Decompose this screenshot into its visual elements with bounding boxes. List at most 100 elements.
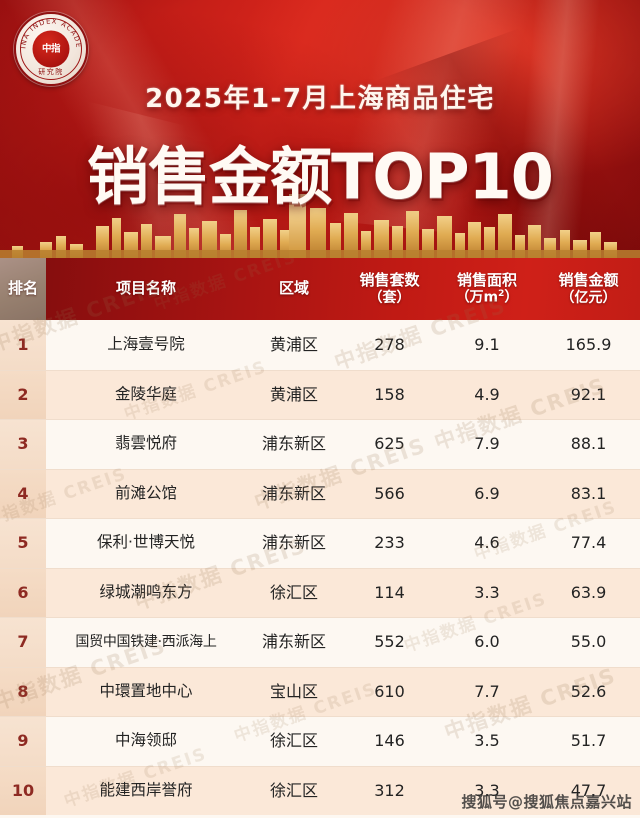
column-header-area-label: 销售面积 [456,270,517,289]
cell-rank: 4 [0,469,46,518]
cell-area: 6.0 [474,632,500,652]
cell-district: 黄浦区 [269,384,318,404]
column-header-units-label: 销售套数 [359,270,420,289]
cell-amount: 92.1 [570,384,607,404]
cell-project: 金陵华庭 [114,384,177,403]
area-unit-prefix: （万m [455,289,499,306]
cell-project: 上海壹号院 [107,334,185,353]
table-row: 1 上海壹号院 黄浦区 278 9.1 165.9 [0,320,640,370]
column-header-units-unit: （套） [368,289,411,306]
cell-units: 146 [374,731,405,751]
hero-banner: CHINA INDEX ACADEMY 中指 研究院 2025年1-7月上海商品… [0,0,640,258]
cell-rank: 10 [0,766,46,815]
cell-units: 566 [374,483,405,503]
cell-district: 徐汇区 [269,731,318,751]
table-row: 3 翡雲悦府 浦东新区 625 7.9 88.1 [0,419,640,469]
cell-units: 610 [374,681,405,701]
cell-units: 625 [374,434,405,454]
column-header-area-unit: （万m2） [456,289,519,306]
cell-project: 中海领邸 [114,731,177,750]
cell-district: 徐汇区 [269,780,318,800]
china-index-academy-logo: CHINA INDEX ACADEMY 中指 研究院 [14,12,88,86]
cell-area: 3.3 [474,582,500,602]
table-row: 6 绿城潮鸣东方 徐汇区 114 3.3 63.9 [0,567,640,617]
cell-rank: 2 [0,370,46,419]
cell-amount: 52.6 [570,681,607,701]
cell-area: 3.3 [474,780,500,800]
cell-amount: 51.7 [570,731,607,751]
table-row: 10 能建西岸誉府 徐汇区 312 3.3 47.7 [0,765,640,815]
area-unit-suffix: ） [504,289,519,306]
cell-district: 浦东新区 [261,483,326,503]
column-header-project-label: 项目名称 [115,279,176,298]
column-header-amount-label: 销售金额 [558,270,619,289]
cell-area: 7.7 [474,681,500,701]
cell-area: 7.9 [474,434,500,454]
logo-inner-ring [20,18,82,80]
cell-district: 宝山区 [269,681,318,701]
cell-amount: 55.0 [570,632,607,652]
cell-amount: 165.9 [565,334,612,354]
cell-amount: 88.1 [570,434,607,454]
cell-units: 158 [374,384,405,404]
cell-area: 6.9 [474,483,500,503]
cell-units: 312 [374,780,405,800]
column-header-amount: 销售金额 （亿元） [537,258,640,320]
column-header-rank-label: 排名 [7,279,38,298]
cell-project: 前滩公馆 [114,483,177,502]
cell-rank: 6 [0,568,46,617]
cell-units: 278 [374,334,405,354]
column-header-district-label: 区域 [278,279,309,298]
cell-project: 能建西岸誉府 [99,780,193,799]
cell-amount: 63.9 [570,582,607,602]
logo-center-emblem: 中指 [32,30,70,68]
cell-rank: 7 [0,618,46,667]
column-header-rank: 排名 [0,258,46,320]
cell-units: 552 [374,632,405,652]
area-unit-superscript: 2 [498,289,505,300]
cell-district: 徐汇区 [269,582,318,602]
cell-rank: 3 [0,420,46,469]
cell-project: 中環置地中心 [99,681,193,700]
table-row: 8 中環置地中心 宝山区 610 7.7 52.6 [0,666,640,716]
column-header-district: 区域 [246,258,342,320]
banner-main-title: 销售金额TOP10 [87,140,554,213]
cell-area: 3.5 [474,731,500,751]
cell-area: 4.6 [474,533,500,553]
sohu-watermark: 搜狐号@搜狐焦点嘉兴站 [461,793,632,811]
cell-rank: 1 [0,320,46,370]
cell-units: 233 [374,533,405,553]
cell-project: 绿城潮鸣东方 [99,582,193,601]
cell-rank: 5 [0,519,46,568]
cell-rank: 8 [0,667,46,716]
logo-center-text: 中指 [41,43,61,55]
table-row: 5 保利·世博天悦 浦东新区 233 4.6 77.4 [0,518,640,568]
banner-subtitle: 2025年1-7月上海商品住宅 [145,84,495,114]
table-header-row: 排名 项目名称 区域 销售套数 （套） 销售面积 （万m2） 销售金额 （亿元） [0,258,640,320]
cell-project: 国贸中国铁建·西派海上 [75,634,217,651]
cell-district: 浦东新区 [261,533,326,553]
table-body: 1 上海壹号院 黄浦区 278 9.1 165.9 2 金陵华庭 黄浦区 158 4.9 92.1 3 翡… [0,320,640,815]
table-row: 2 金陵华庭 黄浦区 158 4.9 92.1 [0,369,640,419]
column-header-project: 项目名称 [46,258,246,320]
column-header-area: 销售面积 （万m2） [437,258,537,320]
cell-rank: 9 [0,717,46,766]
cell-area: 9.1 [474,334,500,354]
table-row: 4 前滩公馆 浦东新区 566 6.9 83.1 [0,468,640,518]
table-row: 7 国贸中国铁建·西派海上 浦东新区 552 6.0 55.0 [0,617,640,667]
cell-district: 浦东新区 [261,632,326,652]
logo-bottom-text: 研究院 [38,68,64,76]
column-header-amount-unit: （亿元） [560,289,617,306]
cell-amount: 47.7 [570,780,607,800]
city-skyline-icon [0,188,640,258]
cell-units: 114 [374,582,405,602]
cell-district: 黄浦区 [269,334,318,354]
table-row: 9 中海领邸 徐汇区 146 3.5 51.7 [0,716,640,766]
cell-amount: 77.4 [570,533,607,553]
cell-district: 浦东新区 [261,434,326,454]
cell-project: 翡雲悦府 [114,434,177,453]
ranking-table: 排名 项目名称 区域 销售套数 （套） 销售面积 （万m2） 销售金额 （亿元）… [0,258,640,815]
cell-project: 保利·世博天悦 [97,533,195,552]
cell-area: 4.9 [474,384,500,404]
cell-amount: 83.1 [570,483,607,503]
